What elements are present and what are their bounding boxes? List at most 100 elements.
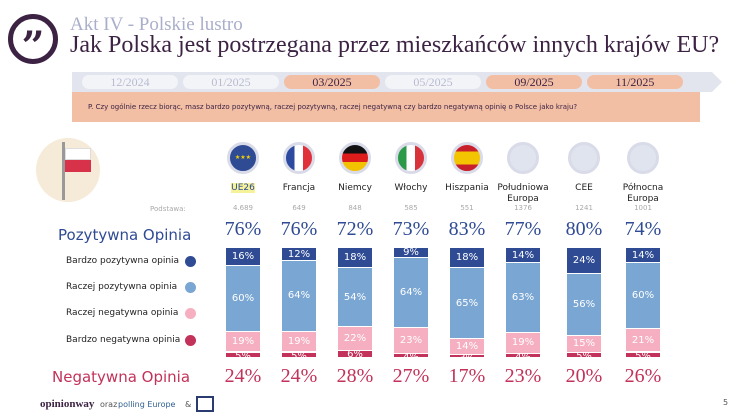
bar-segment: 21% (626, 329, 660, 353)
category-label: Francja (282, 183, 316, 193)
positive-total: 77% (504, 218, 542, 240)
country-flag-icon (395, 142, 427, 174)
bar-segment: 15% (567, 336, 601, 353)
negative-total: 23% (504, 365, 542, 387)
legend-dot (185, 335, 196, 346)
country-flag-icon (568, 142, 600, 174)
legend-item: Bardzo pozytywna opinia (66, 256, 196, 268)
legend-dot (185, 308, 196, 319)
timeline-period: 05/2025 (385, 75, 481, 89)
timeline-period: 11/2025 (587, 75, 683, 89)
bar-segment: 4% (394, 353, 428, 358)
negative-label: Negatywna Opinia (52, 368, 191, 386)
legend-dot (185, 256, 196, 267)
country-flag-icon (451, 142, 483, 174)
base-label: Podstawa: (150, 205, 186, 213)
negative-total: 27% (392, 365, 430, 387)
bar-segment: 5% (567, 352, 601, 358)
bar-segment: 19% (506, 332, 540, 354)
country-flag-icon (507, 142, 539, 174)
category-label: Włochy (394, 183, 428, 193)
country-flag-icon (627, 142, 659, 174)
bar-segment: 60% (626, 263, 660, 330)
base-value: 1001 (634, 204, 652, 212)
category-label: CEE (575, 183, 593, 193)
timeline: 12/2024 01/2025 03/2025 05/2025 09/2025 11/20… (72, 72, 712, 92)
positive-total: 74% (624, 218, 662, 240)
positive-total: 76% (280, 218, 318, 240)
country-flag-icon (339, 142, 371, 174)
bar-segment: 4% (506, 353, 540, 358)
legend-item: Bardzo negatywna opinia (66, 335, 196, 347)
country-flag-icon (283, 142, 315, 174)
bar-segment: 5% (626, 352, 660, 358)
timeline-period: 12/2024 (82, 75, 178, 89)
miso-logo (196, 396, 214, 412)
bar-segment: 23% (394, 328, 428, 354)
question-text: P. Czy ogólnie rzecz biorąc, masz bardzo… (72, 92, 700, 122)
country-flag-icon: ★★★ (227, 142, 259, 174)
base-value: 4.689 (232, 204, 254, 212)
negative-total: 24% (280, 365, 318, 387)
bar-segment: 64% (394, 257, 428, 329)
flag-white (65, 148, 91, 160)
timeline-arrow (712, 72, 722, 92)
category-label: Niemcy (338, 183, 372, 193)
bar-segment: 16% (226, 248, 260, 266)
footer-amp: & (185, 400, 192, 409)
bar-segment: 19% (282, 331, 316, 353)
base-value: 585 (404, 204, 418, 212)
bar-segment: 65% (450, 267, 484, 340)
bar-segment: 24% (567, 248, 601, 275)
base-value: 1241 (575, 204, 593, 212)
page-title: Jak Polska jest postrzegana przez mieszk… (70, 32, 720, 58)
base-value: 649 (292, 204, 306, 212)
timeline-period: 09/2025 (486, 75, 582, 89)
polling-europe-logo: polling Europe (118, 400, 176, 409)
legend-label: Bardzo negatywna opinia (66, 335, 181, 345)
page-number: 5 (723, 398, 729, 407)
positive-total: 73% (392, 218, 430, 240)
bar-segment: 3% (450, 354, 484, 358)
bar-segment: 63% (506, 263, 540, 333)
timeline-period: 01/2025 (183, 75, 279, 89)
category-label: UE26 (213, 183, 273, 194)
category-label-highlight: UE26 (231, 183, 255, 193)
base-value: 848 (348, 204, 362, 212)
positive-label: Pozytywna Opinia (58, 226, 192, 244)
bar-segment: 19% (226, 331, 260, 353)
bar-segment: 14% (506, 248, 540, 264)
base-value: 1376 (514, 204, 532, 212)
positive-total: 80% (565, 218, 603, 240)
negative-total: 28% (336, 365, 374, 387)
flag-pole (62, 142, 65, 200)
bar-segment: 18% (450, 248, 484, 268)
section-subtitle: Akt IV - Polskie lustro (70, 14, 243, 35)
bar-segment: 64% (282, 261, 316, 332)
base-value: 551 (460, 204, 474, 212)
positive-total: 83% (448, 218, 486, 240)
bar-segment: 5% (226, 352, 260, 358)
flag-red (65, 160, 91, 172)
negative-total: 24% (224, 365, 262, 387)
negative-total: 26% (624, 365, 662, 387)
timeline-period: 03/2025 (284, 75, 380, 89)
bar-segment: 9% (394, 248, 428, 258)
legend-item: Raczej negatywna opinia (66, 308, 196, 320)
legend-label: Bardzo pozytywna opinia (66, 256, 180, 266)
bar-segment: 54% (338, 267, 372, 328)
quote-icon: ” (8, 14, 58, 70)
bar-segment: 6% (338, 351, 372, 358)
bar-segment: 18% (338, 248, 372, 268)
bar-segment: 14% (626, 248, 660, 264)
legend-item: Raczej pozytywna opinia (66, 282, 196, 294)
positive-total: 72% (336, 218, 374, 240)
category-label: Hiszpania (445, 183, 489, 193)
category-label: Północna Europa (622, 183, 664, 204)
legend-dot (185, 282, 196, 293)
legend-label: Raczej negatywna opinia (66, 308, 179, 318)
category-label: Południowa Europa (497, 183, 549, 204)
legend-label: Raczej pozytywna opinia (66, 282, 178, 292)
negative-total: 20% (565, 365, 603, 387)
positive-total: 76% (224, 218, 262, 240)
